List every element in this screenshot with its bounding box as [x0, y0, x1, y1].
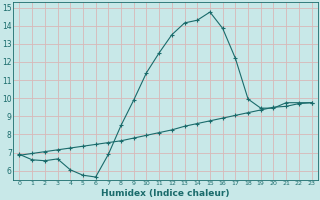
X-axis label: Humidex (Indice chaleur): Humidex (Indice chaleur)	[101, 189, 230, 198]
